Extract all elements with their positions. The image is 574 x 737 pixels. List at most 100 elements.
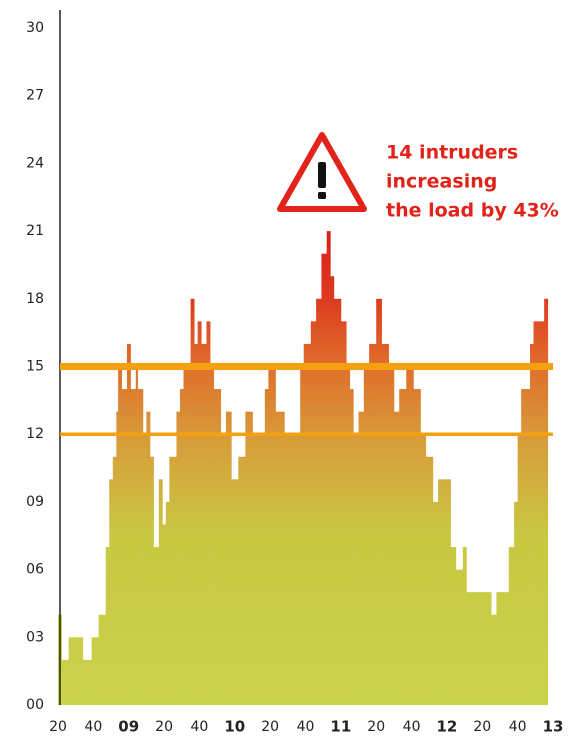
step-bar (149, 456, 154, 705)
step-bar (176, 411, 181, 705)
step-bar (165, 501, 170, 705)
step-bar (358, 411, 365, 705)
step-bar (130, 389, 137, 705)
x-tick-label: 40 (297, 719, 315, 735)
step-bar (231, 479, 239, 705)
step-bar (201, 343, 207, 705)
step-bar (98, 614, 107, 705)
x-tick-label: 10 (224, 718, 245, 736)
step-bar (183, 366, 191, 705)
step-bar (206, 321, 211, 705)
step-bar (300, 366, 305, 705)
step-bar (179, 389, 184, 705)
step-bar (438, 479, 451, 705)
x-tick-label: 09 (118, 718, 139, 736)
step-bar (109, 479, 114, 705)
x-tick-label: 20 (155, 719, 173, 735)
step-bar (399, 389, 407, 705)
x-tick-label: 40 (191, 719, 209, 735)
x-tick-label: 11 (330, 718, 351, 736)
step-bar (310, 321, 317, 705)
step-bar (533, 321, 545, 705)
x-tick-label: 20 (49, 719, 67, 735)
step-bar (169, 456, 177, 705)
x-tick-label: 40 (84, 719, 102, 735)
step-bar (112, 456, 117, 705)
step-bar (376, 298, 382, 705)
step-bar (393, 411, 400, 705)
step-bar (220, 434, 227, 705)
step-bar (530, 343, 534, 705)
x-tick-label: 40 (403, 719, 421, 735)
step-bar (264, 389, 269, 705)
step-bar (432, 501, 439, 705)
annotation-line: increasing (386, 171, 497, 193)
step-bar (321, 253, 328, 705)
step-bar (514, 501, 519, 705)
step-bar (146, 411, 151, 705)
step-bar (153, 547, 160, 705)
y-tick-label: 27 (26, 88, 44, 104)
step-bar (508, 547, 515, 705)
step-bar (462, 547, 467, 705)
step-bar (252, 434, 266, 705)
step-bar (284, 434, 301, 705)
step-bar (330, 276, 335, 705)
step-bar (381, 343, 389, 705)
warning-icon (277, 132, 367, 212)
step-bar (326, 231, 331, 705)
step-bar (544, 298, 549, 705)
step-bar (333, 298, 342, 705)
step-bar (105, 547, 110, 705)
y-tick-label: 03 (26, 629, 44, 645)
step-bar (82, 659, 92, 705)
step-bar (142, 434, 147, 705)
step-bar (303, 343, 312, 705)
step-bar (137, 389, 144, 705)
step-bar (491, 614, 497, 705)
y-tick-label: 12 (26, 426, 44, 442)
annotation-line: 14 intruders (386, 142, 518, 164)
step-bar (450, 547, 457, 705)
step-bar (420, 434, 427, 705)
step-bar (162, 524, 167, 705)
step-bar (61, 659, 70, 705)
annotation-line: the load by 43% (386, 200, 559, 222)
step-bar (135, 366, 138, 705)
step-bar (413, 389, 421, 705)
y-tick-label: 15 (26, 359, 44, 375)
x-tick-label: 40 (509, 719, 527, 735)
step-bar (349, 389, 354, 705)
step-bar (116, 411, 119, 705)
x-tick-label: 12 (436, 718, 457, 736)
step-bar (369, 343, 377, 705)
step-bar (245, 411, 253, 705)
step-bar (346, 366, 351, 705)
step-bar (197, 321, 202, 705)
step-bar (517, 434, 522, 705)
x-tick-label: 20 (367, 719, 385, 735)
step-bar (210, 366, 214, 705)
x-tick-label: 20 (473, 719, 491, 735)
x-tick-label: 13 (543, 718, 564, 736)
y-tick-label: 09 (26, 494, 44, 510)
step-bar (455, 569, 464, 705)
step-bar (496, 592, 510, 705)
x-tick-label: 20 (261, 719, 279, 735)
step-bar (118, 366, 123, 705)
y-tick-label: 24 (26, 155, 44, 171)
step-bar (268, 366, 276, 705)
step-bar (190, 298, 195, 705)
step-bar (68, 637, 84, 705)
step-bar (388, 366, 395, 705)
step-bar (225, 411, 232, 705)
y-tick-label: 00 (26, 697, 44, 713)
step-bar (363, 366, 370, 705)
step-bar (521, 389, 531, 705)
y-tick-label: 18 (26, 291, 44, 307)
step-bar (194, 343, 199, 705)
step-bar (316, 298, 322, 705)
step-bar (406, 366, 414, 705)
step-bar (121, 389, 128, 705)
